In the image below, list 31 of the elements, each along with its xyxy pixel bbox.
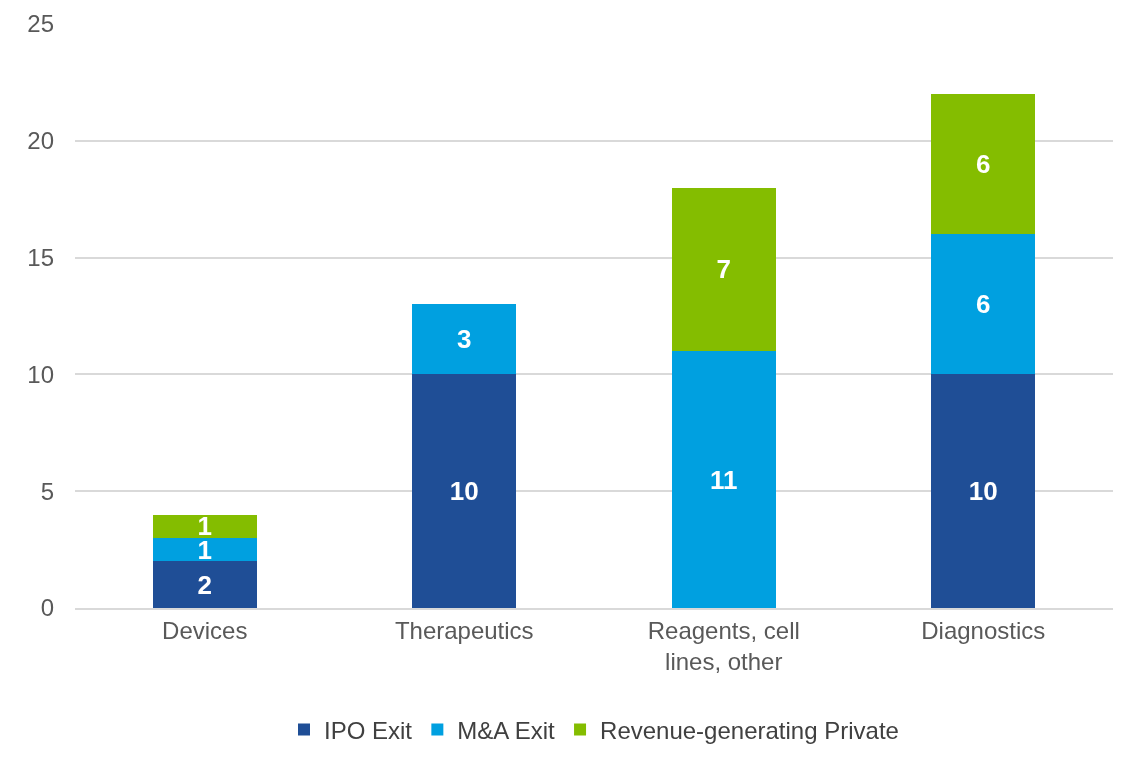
bar: [152, 561, 257, 608]
legend-label: Revenue-generating Private: [600, 716, 899, 744]
bar: [931, 234, 1036, 375]
bar: [931, 94, 1036, 235]
data-label: 7: [716, 254, 731, 285]
bar: [931, 374, 1036, 608]
y-tick-label: 20: [27, 127, 54, 155]
data-label: 6: [976, 149, 991, 180]
x-tick-label: Devices: [162, 616, 248, 644]
y-tick-label: 15: [27, 244, 54, 271]
bar: [412, 304, 517, 375]
bar: [671, 187, 776, 352]
bar: [671, 351, 776, 608]
data-label: 2: [197, 569, 212, 600]
bar: [152, 537, 257, 562]
x-tick-label: Reagents, cell lines, other: [647, 616, 800, 675]
bar: [152, 514, 257, 538]
legend-label: M&A Exit: [457, 716, 556, 744]
x-tick-label: Therapeutics: [394, 616, 534, 644]
legend-label: IPO Exit: [324, 716, 413, 744]
y-tick-label: 10: [27, 360, 54, 388]
y-tick-label: 25: [27, 10, 54, 38]
y-tick-label: 5: [40, 477, 54, 505]
data-label: 3: [457, 324, 472, 355]
y-tick-label: 0: [40, 594, 54, 622]
data-label: 10: [968, 476, 998, 507]
bar: [412, 374, 517, 608]
data-label: 6: [976, 289, 991, 320]
data-label: 11: [710, 464, 738, 495]
data-label: 10: [449, 476, 479, 507]
x-tick-label: Diagnostics: [921, 616, 1046, 644]
